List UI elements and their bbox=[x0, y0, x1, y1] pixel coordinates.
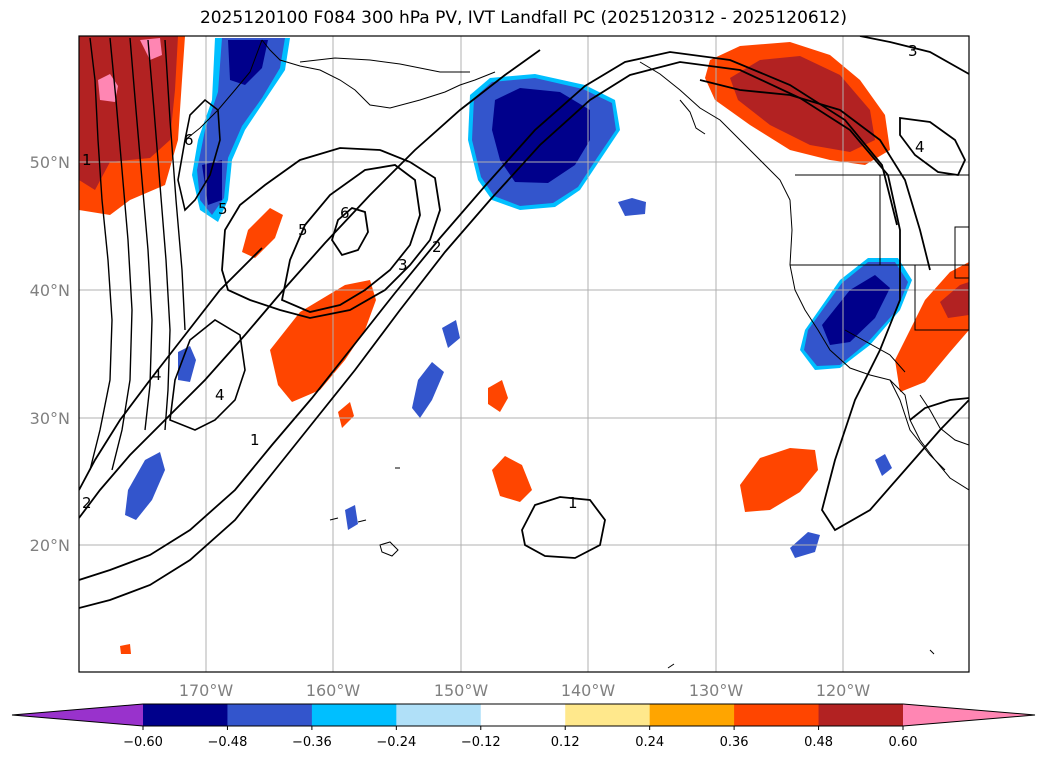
colorbar-segment bbox=[227, 704, 313, 726]
map-plot-area: 6 5 4 3 2 1 5 4 2 1 6 1 3 4 bbox=[79, 36, 969, 672]
contour-label: 3 bbox=[398, 256, 408, 274]
contour-label: 3 bbox=[908, 42, 918, 60]
contour-label: 2 bbox=[432, 238, 442, 256]
colorbar-tick-label: 0.48 bbox=[804, 735, 833, 750]
contour-label: 2 bbox=[82, 494, 92, 512]
colorbar-tick-label: −0.36 bbox=[292, 735, 332, 750]
positive-anomaly-nw-core bbox=[79, 36, 178, 190]
lon-label-160w: 160°W bbox=[306, 681, 361, 700]
contour-label: 1 bbox=[82, 151, 92, 169]
colorbar-segment bbox=[649, 704, 735, 726]
colorbar-segment bbox=[818, 704, 904, 726]
gridlines bbox=[79, 36, 969, 672]
contour-label: 5 bbox=[298, 221, 308, 239]
contour-label: 6 bbox=[340, 204, 350, 222]
contour-label: 5 bbox=[218, 200, 228, 218]
lon-label-130w: 130°W bbox=[689, 681, 744, 700]
positive-anomaly-small bbox=[338, 402, 354, 428]
negative-anomaly-small bbox=[178, 346, 196, 382]
positive-anomaly-southwest-core bbox=[940, 282, 969, 318]
coastlines bbox=[184, 39, 969, 669]
colorbar-segment bbox=[734, 704, 820, 726]
longitude-labels: 170°W 160°W 150°W 140°W 130°W 120°W bbox=[179, 681, 871, 700]
colorbar-segment bbox=[311, 704, 397, 726]
colorbar-tick-label: −0.48 bbox=[208, 735, 248, 750]
colorbar-segment bbox=[565, 704, 651, 726]
lon-label-120w: 120°W bbox=[816, 681, 871, 700]
map-title: 2025120100 F084 300 hPa PV, IVT Landfall… bbox=[199, 8, 847, 28]
lon-label-140w: 140°W bbox=[561, 681, 616, 700]
negative-anomaly-small bbox=[618, 198, 646, 216]
negative-anomaly-small bbox=[412, 362, 444, 418]
negative-anomaly-small bbox=[875, 454, 892, 476]
negative-anomaly-small bbox=[345, 505, 358, 530]
lat-label-40n: 40°N bbox=[30, 281, 70, 300]
positive-anomaly-nw-peak bbox=[98, 74, 118, 102]
positive-anomaly-small bbox=[488, 380, 508, 412]
colorbar-extend-min bbox=[12, 704, 143, 726]
colorbar-segment bbox=[396, 704, 482, 726]
lat-label-50n: 50°N bbox=[30, 153, 70, 172]
negative-anomaly-small bbox=[125, 452, 165, 520]
contour-label: 1 bbox=[568, 494, 578, 512]
negative-anomaly-california-core bbox=[822, 275, 890, 345]
positive-anomaly-small bbox=[492, 456, 532, 502]
lon-label-170w: 170°W bbox=[179, 681, 234, 700]
colorbar-tick-label: 0.24 bbox=[635, 735, 664, 750]
colorbar-tick-label: −0.60 bbox=[123, 735, 163, 750]
contour-label: 4 bbox=[915, 138, 925, 156]
contour-label: 6 bbox=[184, 131, 194, 149]
colorbar-tick-label: 0.36 bbox=[720, 735, 749, 750]
colorbar-tick-label: 0.12 bbox=[551, 735, 580, 750]
colorbar-tick-label: −0.12 bbox=[461, 735, 501, 750]
negative-anomaly-west-core bbox=[202, 160, 222, 205]
lat-label-20n: 20°N bbox=[30, 536, 70, 555]
latitude-labels: 50°N 40°N 30°N 20°N bbox=[30, 153, 70, 555]
colorbar-segment bbox=[143, 704, 228, 726]
pv-contours bbox=[79, 36, 969, 609]
positive-anomaly-small bbox=[120, 644, 131, 654]
map-frame bbox=[78, 35, 970, 673]
colorbar-segment bbox=[480, 704, 566, 726]
colorbar-tick-label: 0.60 bbox=[889, 735, 918, 750]
colorbar: −0.60 −0.48 −0.36 −0.24 −0.12 0.12 0.24 0.36 0.4… bbox=[11, 703, 1036, 750]
colorbar-extend-max bbox=[903, 704, 1035, 726]
negative-anomaly-small bbox=[442, 320, 460, 348]
contour-label: 4 bbox=[215, 386, 225, 404]
positive-anomaly-subtropics bbox=[740, 448, 818, 512]
positive-anomaly-ne-core bbox=[730, 56, 875, 152]
lon-label-150w: 150°W bbox=[434, 681, 489, 700]
pv-shading bbox=[79, 36, 969, 654]
contour-labels: 6 5 4 3 2 1 5 4 2 1 6 1 3 4 bbox=[82, 42, 925, 512]
lat-label-30n: 30°N bbox=[30, 409, 70, 428]
positive-anomaly-small bbox=[242, 208, 283, 258]
contour-label: 1 bbox=[250, 431, 260, 449]
colorbar-tick-label: −0.24 bbox=[376, 735, 416, 750]
contour-label: 4 bbox=[152, 366, 162, 384]
positive-anomaly-nw-peak bbox=[140, 38, 162, 60]
negative-anomaly-gulf-core bbox=[492, 88, 590, 183]
